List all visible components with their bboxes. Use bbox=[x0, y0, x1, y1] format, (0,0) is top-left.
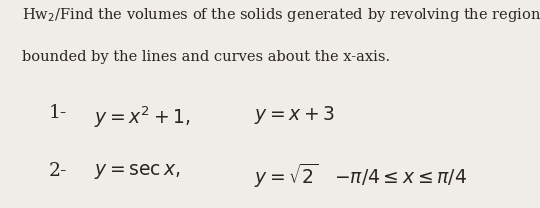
Text: Hw$_2$/Find the volumes of the solids generated by revolving the regions: Hw$_2$/Find the volumes of the solids ge… bbox=[22, 6, 540, 24]
Text: $y = \mathrm{sec}\, x,$: $y = \mathrm{sec}\, x,$ bbox=[94, 162, 181, 181]
Text: $y = \sqrt{2}$   $-\pi/4 \leq x \leq \pi/4$: $y = \sqrt{2}$ $-\pi/4 \leq x \leq \pi/4… bbox=[254, 162, 467, 190]
Text: 2-: 2- bbox=[49, 162, 67, 180]
Text: $y = x^2 + 1,$: $y = x^2 + 1,$ bbox=[94, 104, 191, 130]
Text: 1-: 1- bbox=[49, 104, 67, 122]
Text: $y = x + 3$: $y = x + 3$ bbox=[254, 104, 335, 126]
Text: bounded by the lines and curves about the x-axis.: bounded by the lines and curves about th… bbox=[22, 50, 390, 64]
